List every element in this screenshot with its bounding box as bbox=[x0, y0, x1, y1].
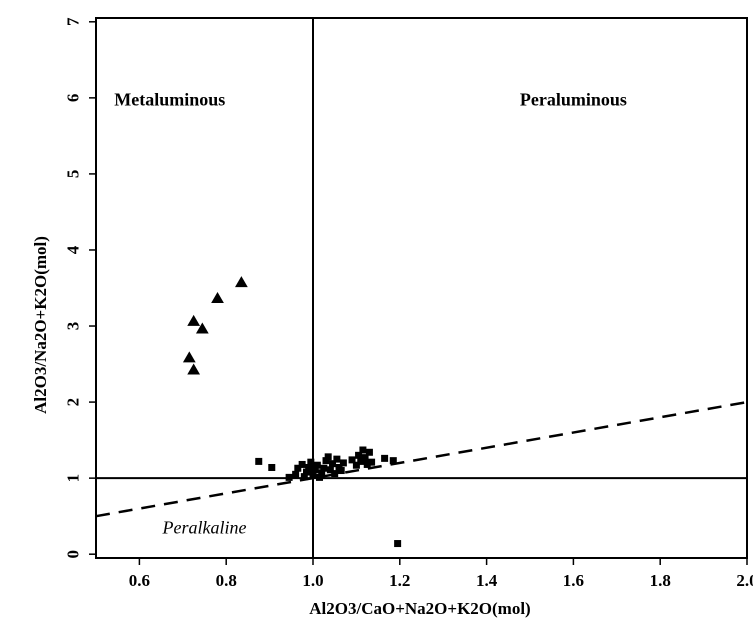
triangle-point bbox=[182, 351, 196, 363]
y-tick-label: 4 bbox=[64, 245, 83, 254]
x-tick-label: 1.6 bbox=[563, 571, 584, 590]
y-tick-label: 1 bbox=[64, 474, 83, 483]
square-point bbox=[337, 467, 345, 475]
triangle-point bbox=[195, 322, 209, 334]
square-point bbox=[305, 463, 313, 471]
square-point bbox=[268, 463, 276, 471]
square-point bbox=[326, 466, 334, 474]
square-point bbox=[298, 460, 306, 468]
region-label: Metaluminous bbox=[114, 89, 225, 109]
square-point bbox=[389, 457, 397, 465]
triangle-point bbox=[187, 363, 201, 375]
square-point bbox=[381, 454, 389, 462]
triangle-point bbox=[235, 276, 248, 288]
axis-ticks: 0.6 0.8 1.0 1.2 1.4 1.6 1.8 2.0 0 1 2 3 4 5 6 7 bbox=[64, 17, 753, 590]
square-point bbox=[355, 451, 363, 459]
square-point bbox=[333, 455, 341, 463]
region-labels: Metaluminous Peraluminous Peralkaline bbox=[114, 89, 627, 537]
square-point bbox=[322, 457, 330, 465]
y-axis-label: Al2O3/Na2O+K2O(mol) bbox=[31, 236, 50, 414]
x-tick-label: 0.6 bbox=[129, 571, 150, 590]
y-tick-label: 7 bbox=[64, 17, 83, 26]
y-tick-label: 2 bbox=[64, 398, 83, 407]
data-points bbox=[182, 276, 402, 548]
y-tick-label: 3 bbox=[64, 322, 83, 331]
square-point bbox=[394, 540, 402, 548]
square-point bbox=[309, 470, 317, 478]
plot-border bbox=[95, 17, 748, 559]
y-tick-label: 5 bbox=[64, 170, 83, 179]
plot-frame bbox=[95, 17, 748, 559]
square-point bbox=[307, 458, 315, 466]
square-point bbox=[318, 469, 326, 477]
square-point bbox=[363, 460, 371, 468]
triangle-point bbox=[211, 292, 224, 304]
x-tick-label: 1.8 bbox=[650, 571, 671, 590]
dashed-boundary-line bbox=[95, 400, 748, 518]
square-point bbox=[324, 453, 332, 461]
square-point bbox=[311, 466, 319, 474]
y-tick-label: 0 bbox=[64, 550, 83, 559]
square-point bbox=[331, 470, 339, 478]
x-tick-label: 1.4 bbox=[476, 571, 498, 590]
triangle-point bbox=[187, 314, 201, 326]
square-point bbox=[348, 456, 356, 464]
x-tick-label: 2.0 bbox=[736, 571, 753, 590]
square-point bbox=[255, 457, 263, 465]
square-point bbox=[292, 470, 300, 478]
square-point bbox=[294, 464, 302, 472]
x-tick-label: 1.0 bbox=[302, 571, 323, 590]
square-point bbox=[313, 461, 321, 469]
region-label: Peralkaline bbox=[162, 518, 247, 538]
square-point bbox=[357, 457, 365, 465]
square-point bbox=[339, 459, 347, 467]
x-axis-label: Al2O3/CaO+Na2O+K2O(mol) bbox=[309, 599, 530, 618]
square-point bbox=[365, 448, 373, 456]
y-tick-label: 6 bbox=[64, 94, 83, 103]
x-tick-label: 1.2 bbox=[389, 571, 410, 590]
square-point bbox=[285, 473, 293, 481]
square-point bbox=[300, 473, 308, 481]
square-point bbox=[302, 468, 310, 476]
square-point bbox=[316, 473, 324, 481]
square-point bbox=[361, 454, 369, 462]
square-point bbox=[359, 446, 367, 454]
square-point bbox=[320, 464, 328, 472]
square-point bbox=[368, 458, 376, 466]
x-tick-label: 0.8 bbox=[216, 571, 237, 590]
region-label: Peraluminous bbox=[520, 89, 627, 109]
square-point bbox=[352, 461, 360, 469]
square-point bbox=[329, 460, 337, 468]
